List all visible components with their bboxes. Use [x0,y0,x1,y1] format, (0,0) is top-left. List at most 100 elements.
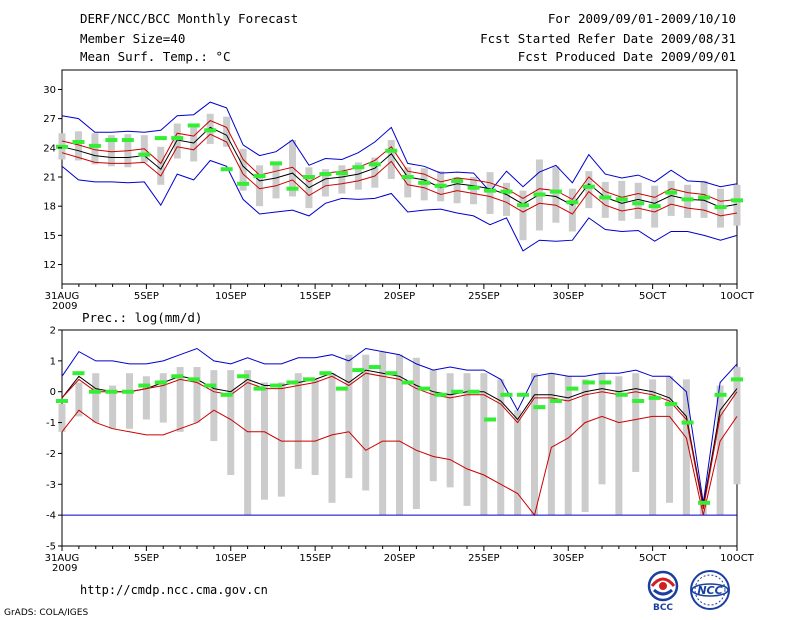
prec-observed-mark [549,398,562,403]
prec-xtick-label: 5SEP [134,553,159,564]
temp-xtick-label: 31AUG [45,291,80,302]
temp-observed-mark [253,174,266,179]
prec-xtick-label: 10SEP [215,553,246,564]
temp-observed-mark [516,203,529,208]
temp-spread-box [667,180,675,216]
prec-observed-mark [335,386,348,391]
temp-observed-mark [138,152,151,157]
temp-spread-box [173,123,181,159]
temp-observed-mark [385,148,398,153]
temp-observed-mark [467,185,480,190]
prec-spread-box [193,367,201,423]
temp-spread-box [157,146,165,185]
temp-spread-box [223,116,231,147]
temp-xtick-label: 15SEP [299,291,330,302]
prec-ytick-label: 2 [50,326,56,337]
temp-line-ensemble-mean [61,126,738,208]
prec-observed-mark [681,420,694,425]
temp-observed-mark [204,128,217,133]
temp-ytick-label: 24 [43,143,56,154]
temp-observed-mark [566,200,579,205]
variable-label: Mean Surf. Temp.: °C [80,49,231,64]
prec-spread-box [227,370,235,476]
temp-observed-mark [270,161,283,166]
prec-spread-box [598,373,606,485]
prec-ytick-label: -5 [46,542,56,553]
prec-spread-box [531,373,538,516]
temp-observed-mark [714,205,727,210]
temp-line-ensemble-min [61,159,738,252]
forecast-period-label: For 2009/09/01-2009/10/10 [547,11,736,26]
temp-spread-box [354,162,362,190]
prec-observed-mark [352,368,365,373]
temp-observed-mark [171,136,184,141]
ncc-logo-icon: NCC [690,570,730,610]
temp-spread-box [239,148,247,191]
prec-spread-box [446,373,454,488]
prec-spread-box [176,367,184,432]
temp-observed-mark [286,186,299,191]
temp-spread-box [321,169,329,197]
prec-spread-box [159,373,167,423]
prec-observed-mark [484,417,497,422]
temp-spread-box [272,161,280,199]
temp-spread-box [601,181,609,218]
prec-spread-box [497,379,505,516]
prec-observed-mark [533,405,546,410]
prec-observed-mark [516,392,529,397]
temp-x-year-label: 2009 [52,301,77,312]
temp-spread-box [404,167,412,198]
prec-spread-box [666,376,673,503]
prec-panel-title: Prec.: log(mm/d) [82,310,202,325]
bcc-logo-text: BCC [653,603,673,612]
temp-spread-box [107,135,115,167]
prec-observed-mark [665,402,678,407]
temp-xtick-label: 25SEP [468,291,499,302]
prec-spread-box [632,373,640,472]
prec-observed-mark [121,389,134,394]
prec-spread-box [682,379,690,516]
temp-spread-box [371,157,379,188]
prec-spread-box [142,376,150,420]
prec-observed-mark [368,365,381,370]
prec-spread-box [581,379,589,513]
temp-observed-mark [451,178,464,183]
temp-spread-box [552,166,560,223]
temp-spread-box [568,188,576,232]
prec-observed-mark [253,386,266,391]
temp-ytick-label: 12 [43,260,56,271]
footer-url[interactable]: http://cmdp.ncc.cma.gov.cn [80,583,268,597]
temp-observed-mark [500,189,513,194]
temp-xtick-label: 5SEP [134,291,159,302]
prec-ytick-label: -1 [46,418,56,429]
prec-observed-mark [319,371,332,376]
temp-observed-mark [731,198,743,203]
temp-spread-box [486,172,494,214]
temp-ytick-label: 21 [43,173,56,184]
temp-observed-mark [599,195,612,200]
prec-spread-box [244,370,252,516]
temp-spread-box [288,140,296,197]
temp-observed-mark [615,197,628,202]
temp-observed-mark [302,175,315,179]
prec-xtick-label: 30SEP [553,553,584,564]
prec-xtick-label: 25SEP [468,553,499,564]
temp-xtick-label: 20SEP [384,291,415,302]
temp-observed-mark [484,188,497,193]
prec-observed-mark [105,389,118,394]
prec-spread-box [92,373,100,423]
prec-xtick-label: 31AUG [45,553,80,564]
temp-observed-mark [401,175,414,179]
temp-observed-mark [121,138,134,143]
prec-spread-box [109,385,117,429]
temp-observed-mark [237,181,250,186]
prec-xtick-label: 5OCT [639,553,667,564]
temp-observed-mark [681,197,694,202]
prec-line-ensemble-max [61,347,738,503]
prec-spread-box [733,367,741,485]
prec-observed-mark [418,386,431,391]
temp-spread-box [585,171,593,209]
temp-spread-box [256,165,264,207]
temp-observed-mark [335,171,348,176]
